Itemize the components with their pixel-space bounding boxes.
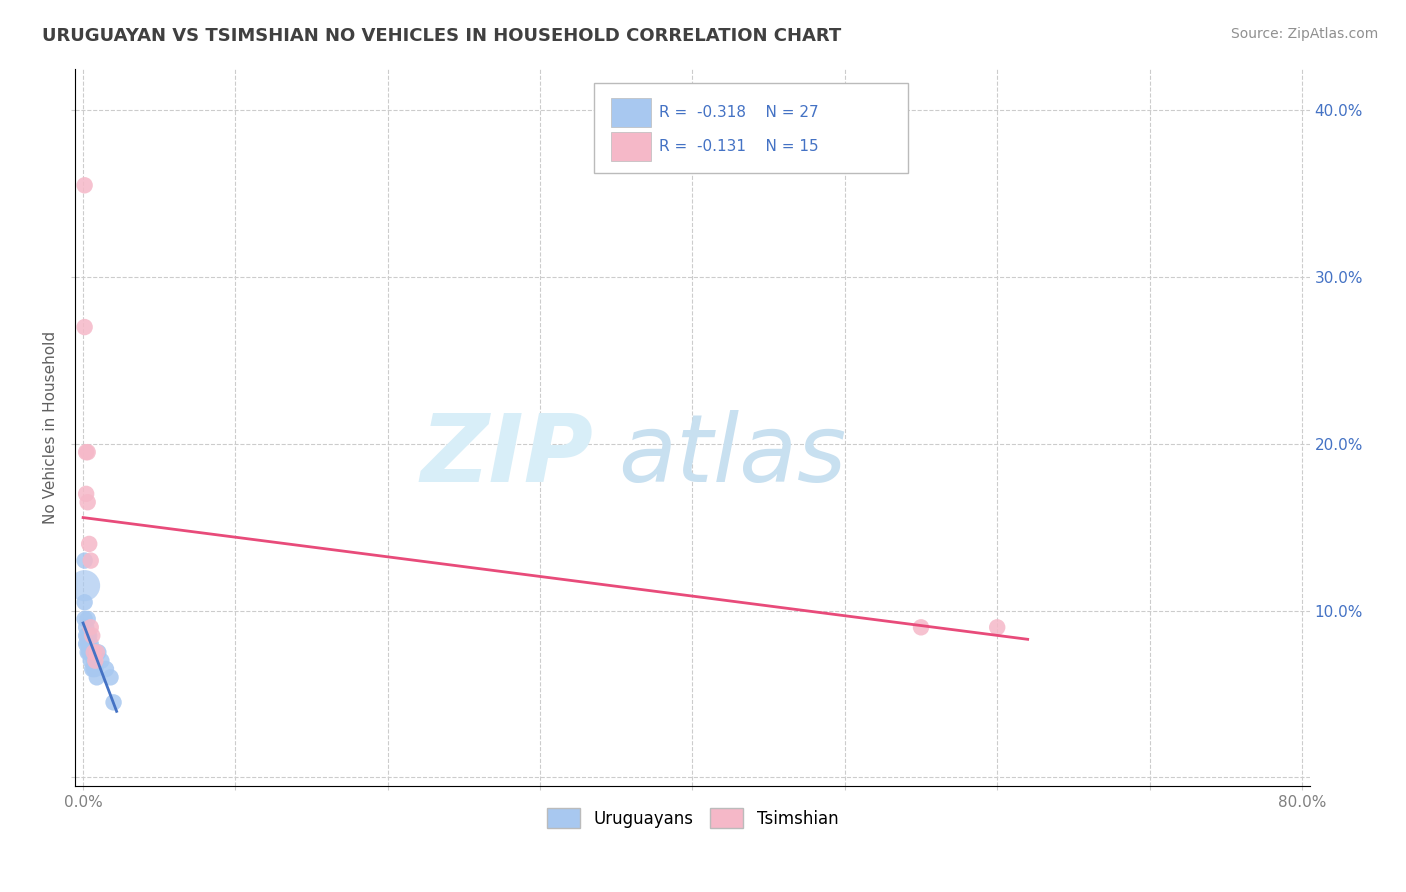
Point [75,620,97,634]
Point [86,645,108,659]
FancyBboxPatch shape [612,132,651,161]
Point [80,645,103,659]
Point [77,629,100,643]
Point [76,495,98,509]
Point [83,662,105,676]
Point [76,445,98,459]
Point [77,537,100,551]
Text: R =  -0.131    N = 15: R = -0.131 N = 15 [659,139,818,154]
Point [73,320,96,334]
Point [910,620,932,634]
Point [80,620,103,634]
FancyBboxPatch shape [593,83,908,172]
Point [76,612,98,626]
Point [73,612,96,626]
Text: atlas: atlas [619,410,846,501]
Point [90,654,112,668]
Point [84,662,107,676]
Point [73,178,96,193]
Point [83,654,105,668]
Point [76,637,98,651]
Point [73,595,96,609]
Text: Source: ZipAtlas.com: Source: ZipAtlas.com [1230,27,1378,41]
Point [73,579,96,593]
Point [82,645,104,659]
Text: ZIP: ZIP [420,409,593,502]
Y-axis label: No Vehicles in Household: No Vehicles in Household [44,331,58,524]
Point [80,553,103,567]
Point [77,637,100,651]
Point [986,620,1008,634]
Point [82,629,104,643]
Point [86,670,108,684]
Point [80,637,103,651]
Point [94,662,117,676]
Legend: Uruguayans, Tsimshian: Uruguayans, Tsimshian [540,801,845,835]
Point [75,445,97,459]
Point [75,629,97,643]
FancyBboxPatch shape [612,98,651,127]
Point [75,637,97,651]
Point [100,670,122,684]
Text: R =  -0.318    N = 27: R = -0.318 N = 27 [659,104,818,120]
Point [76,629,98,643]
Point [82,662,104,676]
Point [87,645,110,659]
Point [103,695,125,709]
Point [84,654,107,668]
Point [83,645,105,659]
Point [73,553,96,567]
Point [76,645,98,659]
Point [80,654,103,668]
Text: URUGUAYAN VS TSIMSHIAN NO VEHICLES IN HOUSEHOLD CORRELATION CHART: URUGUAYAN VS TSIMSHIAN NO VEHICLES IN HO… [42,27,841,45]
Point [77,645,100,659]
Point [75,487,97,501]
